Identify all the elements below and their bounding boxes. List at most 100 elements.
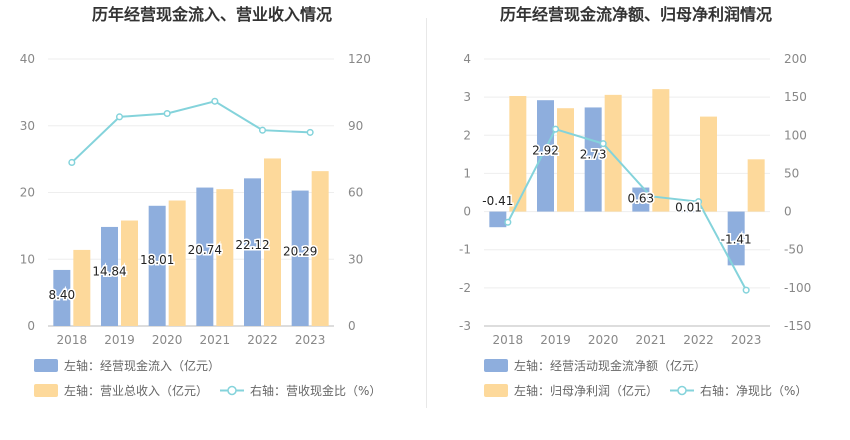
legend-label-bar-secondary: 左轴：归母净利润（亿元） bbox=[514, 383, 658, 398]
y-left-tick-label: 30 bbox=[20, 119, 35, 133]
chart-title: 历年经营现金流入、营业收入情况 bbox=[92, 5, 332, 24]
y-left-tick-label: -2 bbox=[459, 281, 471, 295]
legend-label-bar-secondary: 左轴：营业总收入（亿元） bbox=[64, 383, 208, 398]
bar-secondary bbox=[168, 200, 186, 326]
bar-value-label: 8.40 bbox=[48, 288, 75, 302]
y-right-tick-label: -50 bbox=[784, 243, 804, 257]
panel-divider bbox=[426, 18, 427, 408]
y-left-tick-label: 20 bbox=[20, 186, 35, 200]
bar-value-label: 20.29 bbox=[283, 245, 317, 259]
x-tick-label: 2020 bbox=[152, 333, 183, 347]
y-left-tick-label: 0 bbox=[463, 205, 471, 219]
y-right-tick-label: 120 bbox=[348, 52, 371, 66]
y-right-tick-label: 30 bbox=[348, 252, 363, 266]
bar-primary bbox=[680, 211, 697, 213]
bar-value-label: 14.84 bbox=[92, 265, 126, 279]
bar-primary bbox=[196, 187, 214, 326]
bar-primary bbox=[632, 187, 650, 212]
right-chart: 历年经营现金流净额、归母净利润情况 -3 -2 -1 0 1 2 3 4 -150 -100 -50 0… bbox=[459, 5, 811, 398]
ratio-point bbox=[551, 125, 560, 133]
y-right-tick-label: -150 bbox=[784, 319, 811, 333]
ratio-point bbox=[163, 109, 171, 118]
ratio-point bbox=[742, 286, 750, 294]
ratio-point bbox=[647, 192, 655, 200]
bar-value-label: 0.63 bbox=[627, 191, 654, 205]
bar-secondary bbox=[311, 171, 329, 326]
ratio-point bbox=[68, 158, 76, 167]
y-left-tick-label: -1 bbox=[459, 243, 471, 257]
y-left-tick-label: 0 bbox=[27, 319, 35, 333]
y-left-tick-label: -3 bbox=[459, 319, 471, 333]
ratio-line bbox=[506, 127, 748, 291]
legend-swatch-line-marker bbox=[677, 385, 687, 396]
bar-secondary bbox=[264, 158, 281, 326]
bar-primary bbox=[101, 226, 118, 326]
x-tick-label: 2022 bbox=[247, 333, 278, 347]
y-right-tick-label: 0 bbox=[784, 205, 792, 219]
bar-primary bbox=[244, 178, 261, 326]
ratio-point bbox=[258, 126, 267, 134]
y-right-tick-label: 60 bbox=[348, 186, 363, 200]
y-left-tick-label: 3 bbox=[463, 90, 471, 104]
y-right-tick-label: -100 bbox=[784, 281, 811, 295]
y-right-tick-label: 90 bbox=[348, 119, 363, 133]
bar-primary bbox=[148, 205, 166, 326]
ratio-point bbox=[504, 218, 512, 226]
ratio-point bbox=[694, 198, 703, 206]
legend-label-line: 右轴：净现比（%） bbox=[700, 383, 807, 398]
y-right-tick-label: 100 bbox=[784, 128, 807, 142]
bar-value-label: 2.92 bbox=[532, 143, 559, 157]
x-tick-label: 2018 bbox=[493, 333, 524, 347]
y-right-tick-label: 50 bbox=[784, 166, 799, 180]
x-tick-label: 2021 bbox=[200, 333, 231, 347]
legend-swatch-bar-primary bbox=[34, 359, 58, 372]
legend-swatch-line-marker bbox=[227, 385, 237, 396]
y-left-tick-label: 10 bbox=[20, 252, 35, 266]
bar-primary bbox=[53, 269, 71, 326]
y-left-tick-label: 4 bbox=[463, 52, 471, 66]
bar-value-label: 0.01 bbox=[675, 201, 702, 215]
y-left-tick-label: 2 bbox=[463, 128, 471, 142]
ratio-point bbox=[306, 128, 314, 136]
bar-secondary bbox=[557, 108, 574, 212]
bar-secondary bbox=[652, 89, 670, 212]
bar-secondary bbox=[509, 95, 527, 212]
bar-primary bbox=[537, 100, 554, 212]
y-left-tick-label: 1 bbox=[463, 166, 471, 180]
legend-swatch-bar-secondary bbox=[484, 384, 508, 397]
right-chart-panel: 历年经营现金流净额、归母净利润情况 -3 -2 -1 0 1 2 3 4 -150 -100 -50 0… bbox=[428, 0, 850, 436]
x-tick-label: 2019 bbox=[104, 333, 135, 347]
bar-secondary bbox=[747, 159, 765, 212]
ratio-line bbox=[71, 100, 311, 164]
bar-value-label: 20.74 bbox=[188, 243, 222, 257]
legend-label-bar-primary: 左轴：经营活动现金流净额（亿元） bbox=[514, 358, 706, 373]
legend-label-line: 右轴：营收现金比（%） bbox=[250, 383, 381, 398]
ratio-point bbox=[599, 140, 607, 148]
ratio-point bbox=[115, 113, 124, 121]
legend-swatch-bar-primary bbox=[484, 359, 508, 372]
bar-secondary bbox=[216, 189, 234, 326]
x-tick-label: 2018 bbox=[57, 333, 88, 347]
bar-primary bbox=[727, 211, 745, 266]
bar-secondary bbox=[73, 249, 91, 326]
legend-label-bar-primary: 左轴：经营现金流入（亿元） bbox=[64, 358, 220, 373]
bar-secondary bbox=[604, 94, 622, 212]
x-tick-label: 2023 bbox=[731, 333, 762, 347]
y-right-tick-label: 200 bbox=[784, 52, 807, 66]
bar-secondary bbox=[700, 116, 717, 212]
bar-value-label: -0.41 bbox=[482, 194, 513, 208]
x-tick-label: 2023 bbox=[295, 333, 326, 347]
y-right-tick-label: 150 bbox=[784, 90, 807, 104]
x-tick-label: 2021 bbox=[636, 333, 667, 347]
legend-swatch-bar-secondary bbox=[34, 384, 58, 397]
bar-value-label: 22.12 bbox=[235, 238, 269, 252]
y-left-tick-label: 40 bbox=[20, 52, 35, 66]
bar-primary bbox=[489, 211, 507, 228]
bar-primary bbox=[584, 107, 602, 212]
x-tick-label: 2019 bbox=[540, 333, 571, 347]
bar-secondary bbox=[121, 220, 138, 326]
bar-value-label: 18.01 bbox=[140, 253, 174, 267]
chart-title: 历年经营现金流净额、归母净利润情况 bbox=[500, 5, 772, 24]
x-tick-label: 2022 bbox=[683, 333, 714, 347]
left-chart: 历年经营现金流入、营业收入情况 0 10 20 30 40 0 30 60 90 120 2018 20… bbox=[20, 5, 382, 398]
